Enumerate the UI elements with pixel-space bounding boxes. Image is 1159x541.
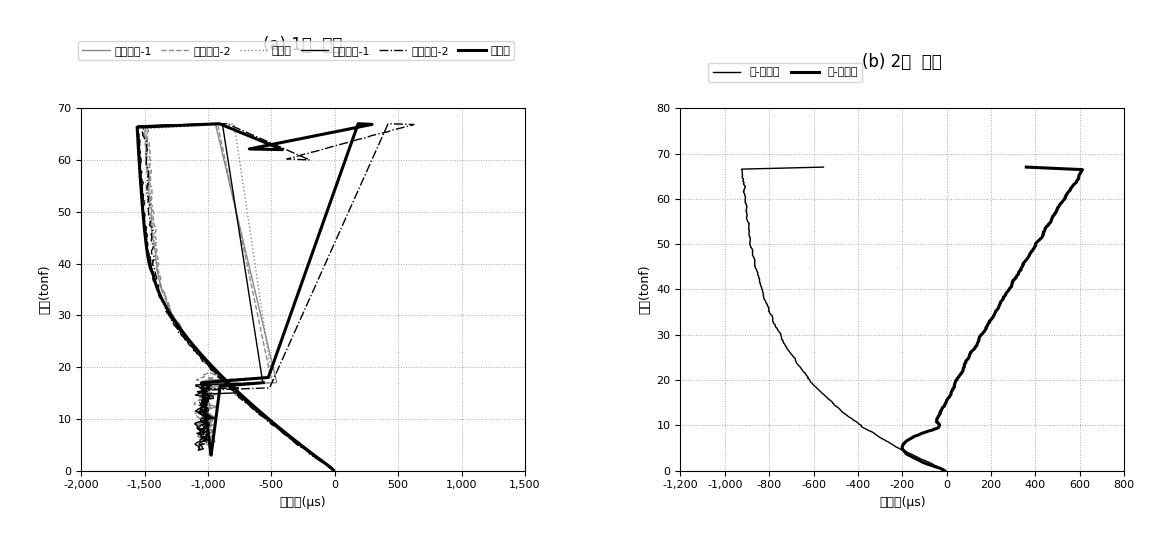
Y-axis label: 하중(tonf): 하중(tonf) xyxy=(637,265,651,314)
Legend: 우변형률-1, 우변형률-2, 우평균, 좌변형률-1, 좌변형률-2, 좌평균: 우변형률-1, 우변형률-2, 우평균, 좌변형률-1, 좌변형률-2, 좌평균 xyxy=(78,41,515,60)
Legend: 좌-변형률, 우-변형률: 좌-변형률, 우-변형률 xyxy=(708,63,862,82)
Y-axis label: 하중(tonf): 하중(tonf) xyxy=(38,265,52,314)
X-axis label: 변형률(μs): 변형률(μs) xyxy=(279,496,327,509)
Title: (b) 2번  말뚝: (b) 2번 말뚝 xyxy=(862,52,942,70)
X-axis label: 변형률(μs): 변형률(μs) xyxy=(879,496,926,509)
Title: (a) 1번  말뚝: (a) 1번 말뚝 xyxy=(263,36,343,54)
